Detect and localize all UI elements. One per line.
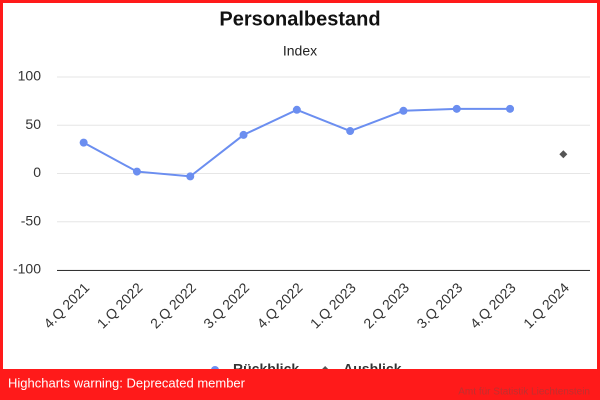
warning-text: Highcharts warning: Deprecated member: [8, 375, 246, 390]
y-tick-label: -50: [21, 212, 41, 228]
chart-subtitle: Index: [283, 43, 317, 59]
point: [79, 138, 88, 147]
point: [559, 150, 568, 159]
y-tick-label: 100: [18, 68, 42, 84]
point: [506, 104, 515, 113]
chart-title: Personalbestand: [219, 8, 380, 30]
point: [292, 105, 301, 114]
point: [452, 104, 461, 113]
y-tick-label: -100: [13, 261, 41, 277]
point: [132, 167, 141, 176]
point: [186, 172, 195, 181]
point: [239, 130, 248, 139]
credits: Amt für Statistik Liechtenstein: [458, 387, 590, 398]
point: [399, 106, 408, 115]
point: [346, 127, 355, 136]
y-tick-label: 0: [33, 164, 41, 180]
warning-banner: [3, 369, 597, 397]
y-tick-label: 50: [25, 116, 41, 132]
